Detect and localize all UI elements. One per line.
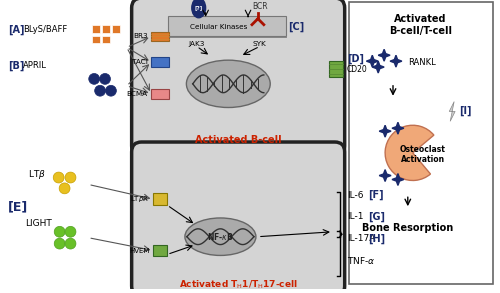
Text: IL-17A: IL-17A — [346, 234, 375, 243]
Polygon shape — [390, 55, 402, 67]
Text: LIGHT: LIGHT — [25, 219, 52, 228]
Text: RANKL: RANKL — [408, 58, 436, 67]
Bar — [102, 35, 110, 43]
Text: IL-6: IL-6 — [346, 191, 363, 200]
Text: TNF-$\alpha$: TNF-$\alpha$ — [346, 255, 375, 266]
Ellipse shape — [185, 218, 256, 255]
Text: CD20: CD20 — [346, 64, 368, 74]
Text: SYK: SYK — [253, 41, 266, 47]
Text: Activated T$_{\rm H}$1/T$_{\rm H}$17-cell: Activated T$_{\rm H}$1/T$_{\rm H}$17-cel… — [179, 278, 298, 291]
Text: JAK3: JAK3 — [188, 41, 205, 47]
Bar — [92, 25, 100, 33]
Circle shape — [88, 74, 100, 84]
Text: LT$\beta$R: LT$\beta$R — [130, 194, 150, 204]
Text: [H]: [H] — [368, 234, 386, 244]
Polygon shape — [378, 49, 390, 61]
Text: BLyS/BAFF: BLyS/BAFF — [23, 25, 68, 34]
Text: BR3: BR3 — [133, 33, 148, 40]
Text: TACI: TACI — [132, 59, 148, 65]
FancyBboxPatch shape — [132, 142, 344, 293]
Circle shape — [65, 238, 76, 249]
Text: [C]: [C] — [288, 22, 304, 32]
Circle shape — [65, 226, 76, 237]
FancyBboxPatch shape — [168, 16, 286, 35]
Text: Osteoclast: Osteoclast — [400, 145, 446, 154]
Text: [E]: [E] — [8, 200, 28, 213]
Text: [I]: [I] — [459, 105, 471, 116]
Circle shape — [106, 85, 117, 96]
Polygon shape — [392, 122, 404, 134]
Text: BCMA: BCMA — [126, 91, 148, 97]
Bar — [92, 35, 100, 43]
Bar — [112, 25, 120, 33]
Text: [?]: [?] — [194, 5, 203, 10]
Bar — [154, 245, 167, 256]
Text: IL-1: IL-1 — [346, 212, 363, 222]
Circle shape — [59, 183, 70, 194]
Polygon shape — [449, 102, 455, 121]
Wedge shape — [385, 125, 434, 180]
Circle shape — [100, 74, 110, 84]
Circle shape — [94, 85, 106, 96]
Text: BCR: BCR — [252, 2, 268, 11]
Text: B-cell/T-cell: B-cell/T-cell — [389, 26, 452, 36]
Bar — [152, 89, 169, 99]
Polygon shape — [379, 125, 391, 137]
Circle shape — [65, 172, 76, 183]
Text: [G]: [G] — [368, 212, 386, 222]
Ellipse shape — [192, 0, 205, 18]
Text: NF-$\kappa$B: NF-$\kappa$B — [207, 231, 234, 242]
Polygon shape — [392, 173, 404, 185]
Polygon shape — [372, 61, 384, 73]
Text: [F]: [F] — [368, 190, 384, 200]
FancyBboxPatch shape — [132, 0, 344, 156]
Text: [B]: [B] — [8, 61, 24, 71]
Text: [A]: [A] — [8, 25, 25, 35]
Text: APRIL: APRIL — [23, 61, 47, 70]
Bar — [102, 25, 110, 33]
Bar — [152, 57, 169, 67]
Polygon shape — [366, 55, 378, 67]
Text: Activated B-cell: Activated B-cell — [195, 135, 282, 145]
Text: Activation: Activation — [400, 155, 444, 164]
Text: LT$\beta$: LT$\beta$ — [28, 168, 46, 181]
Bar — [152, 32, 169, 41]
Bar — [329, 61, 342, 77]
FancyBboxPatch shape — [348, 2, 492, 284]
Text: Cellular Kinases: Cellular Kinases — [190, 24, 247, 30]
Text: Bone Resorption: Bone Resorption — [362, 223, 454, 233]
Bar — [154, 193, 167, 205]
Text: HVEM: HVEM — [129, 248, 150, 253]
Circle shape — [54, 226, 65, 237]
Circle shape — [54, 238, 65, 249]
Ellipse shape — [186, 60, 270, 108]
Text: [D]: [D] — [346, 54, 364, 64]
Text: Activated: Activated — [394, 14, 447, 24]
Circle shape — [53, 172, 64, 183]
Polygon shape — [379, 170, 391, 181]
